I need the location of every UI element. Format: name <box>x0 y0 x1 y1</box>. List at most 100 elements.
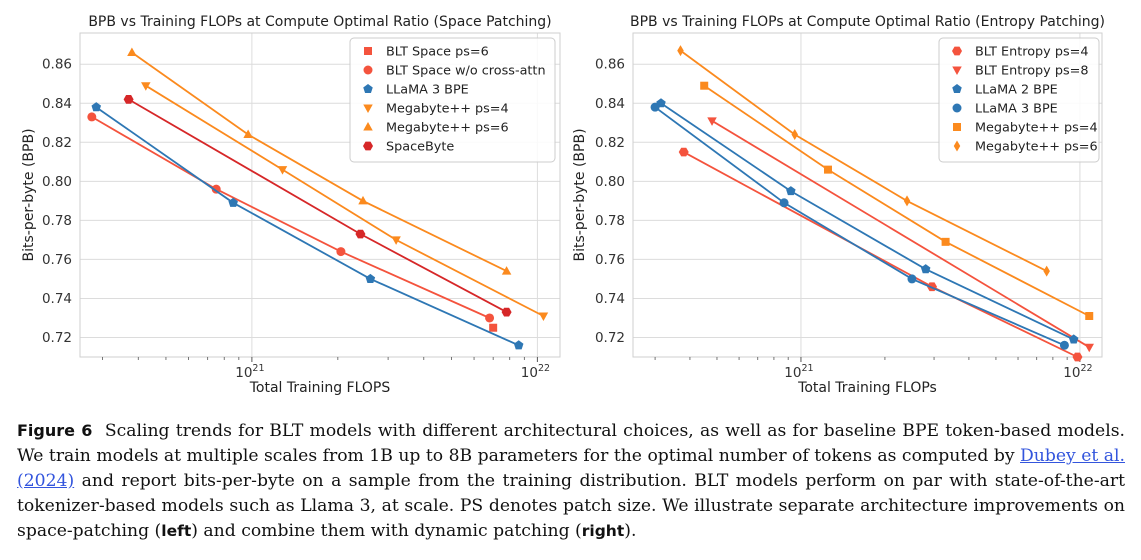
x-axis-label: Total Training FLOPs <box>797 380 937 396</box>
chart-title: BPB vs Training FLOPs at Compute Optimal… <box>630 14 1105 30</box>
data-point <box>903 195 911 207</box>
series-spacebyte <box>123 95 512 317</box>
data-point <box>391 236 401 245</box>
series-line <box>131 51 507 272</box>
x-tick-base: 10 <box>521 365 538 381</box>
series-line <box>95 106 520 347</box>
series-megabyte-ps-6 <box>127 47 512 275</box>
series-line <box>703 84 1090 317</box>
data-point <box>211 184 221 194</box>
series-llama-3-bpe <box>650 102 1069 350</box>
data-point <box>243 129 253 138</box>
data-point <box>677 45 684 57</box>
data-point <box>127 47 137 57</box>
y-tick-label: 0.84 <box>42 96 72 112</box>
y-tick-label: 0.86 <box>42 57 72 73</box>
data-point <box>707 117 717 126</box>
data-point <box>513 340 524 350</box>
legend-label: BLT Space w/o cross-attn <box>386 64 546 79</box>
legend-label: BLT Entropy ps=8 <box>975 64 1088 79</box>
plot-frame <box>79 32 561 358</box>
data-point <box>365 273 376 283</box>
legend-label: Megabyte++ ps=4 <box>386 102 509 117</box>
data-point <box>277 166 288 175</box>
y-tick-label: 0.74 <box>595 291 625 307</box>
data-point <box>141 82 151 91</box>
caption-text-4: ). <box>624 521 637 541</box>
series-llama-3-bpe <box>91 102 524 350</box>
data-point <box>355 229 366 239</box>
legend-label: BLT Entropy ps=4 <box>975 45 1088 60</box>
caption-text-1: Scaling trends for BLT models with diffe… <box>17 421 1125 466</box>
series-line <box>711 120 1090 348</box>
grid <box>80 33 560 357</box>
legend-marker <box>363 104 373 113</box>
data-point <box>779 198 789 208</box>
plot-frame <box>632 32 1103 358</box>
legend-marker <box>953 123 961 131</box>
caption-right: right <box>581 522 625 540</box>
x-tick-label: 1022 <box>1063 363 1092 381</box>
legend-label: SpaceByte <box>386 140 454 155</box>
series-megabyte-ps-4 <box>141 82 549 322</box>
x-tick-label: 1021 <box>784 363 813 381</box>
legend-marker <box>363 141 373 151</box>
data-point <box>920 264 931 274</box>
legend-label: Megabyte++ ps=6 <box>975 140 1098 155</box>
y-axis-label: Bits-per-byte (BPB) <box>21 128 37 261</box>
series-line <box>145 84 544 317</box>
legend-marker <box>364 47 372 55</box>
data-point <box>1072 352 1083 362</box>
x-tick-exponent: 22 <box>538 363 550 374</box>
x-tick-label: 1021 <box>235 363 264 381</box>
data-point <box>1084 343 1094 353</box>
data-point <box>123 95 134 104</box>
data-point <box>1043 265 1050 277</box>
caption-text-3: ) and combine them with dynamic patching… <box>191 521 582 541</box>
series-line <box>683 151 1078 358</box>
data-point <box>501 307 512 317</box>
data-point <box>91 102 101 112</box>
data-point <box>336 247 346 257</box>
series-blt-entropy-ps-8 <box>707 117 1094 353</box>
x-tick-base: 10 <box>784 365 801 381</box>
data-point <box>823 165 832 174</box>
legend-marker <box>952 66 962 75</box>
legend-marker <box>952 46 962 56</box>
caption-left: left <box>161 522 192 540</box>
series-line <box>654 106 1065 347</box>
data-point <box>650 102 660 112</box>
y-tick-label: 0.72 <box>595 330 625 346</box>
chart-title: BPB vs Training FLOPs at Compute Optimal… <box>88 14 551 30</box>
figure-caption: Figure 6 Scaling trends for BLT models w… <box>17 418 1125 544</box>
series-line <box>91 116 490 319</box>
y-tick-label: 0.82 <box>42 135 72 151</box>
y-tick-label: 0.78 <box>595 213 625 229</box>
series-line <box>660 102 1075 341</box>
caption-text-2: and report bits-per-byte on a sample fro… <box>17 471 1125 541</box>
data-point <box>485 313 495 323</box>
y-axis-label: Bits-per-byte (BPB) <box>572 128 588 261</box>
legend-box <box>349 37 556 163</box>
legend-marker <box>363 122 373 131</box>
data-point <box>228 197 238 207</box>
legend-label: Megabyte++ ps=4 <box>975 121 1098 136</box>
y-tick-label: 0.78 <box>42 213 72 229</box>
data-point <box>501 266 512 275</box>
data-point <box>358 195 368 205</box>
x-tick-exponent: 22 <box>1080 363 1092 374</box>
y-tick-label: 0.86 <box>595 57 625 73</box>
data-point <box>907 274 917 284</box>
series-megabyte-ps-4 <box>700 81 1094 321</box>
citation-link[interactable]: Dubey et al. (2024) <box>17 446 1125 491</box>
legend: BLT Entropy ps=4 BLT Entropy ps=8 LLaMA 2 … <box>938 37 1100 163</box>
legend-marker <box>363 65 373 75</box>
y-tick-label: 0.80 <box>595 174 625 190</box>
legend-marker <box>952 84 962 94</box>
data-point <box>87 112 97 122</box>
legend-marker <box>953 140 961 152</box>
legend-label: LLaMA 3 BPE <box>975 102 1058 117</box>
data-point <box>941 237 950 246</box>
legend: BLT Space ps=6 BLT Space w/o cross-attn LL… <box>349 37 556 163</box>
legend-marker <box>363 84 373 94</box>
